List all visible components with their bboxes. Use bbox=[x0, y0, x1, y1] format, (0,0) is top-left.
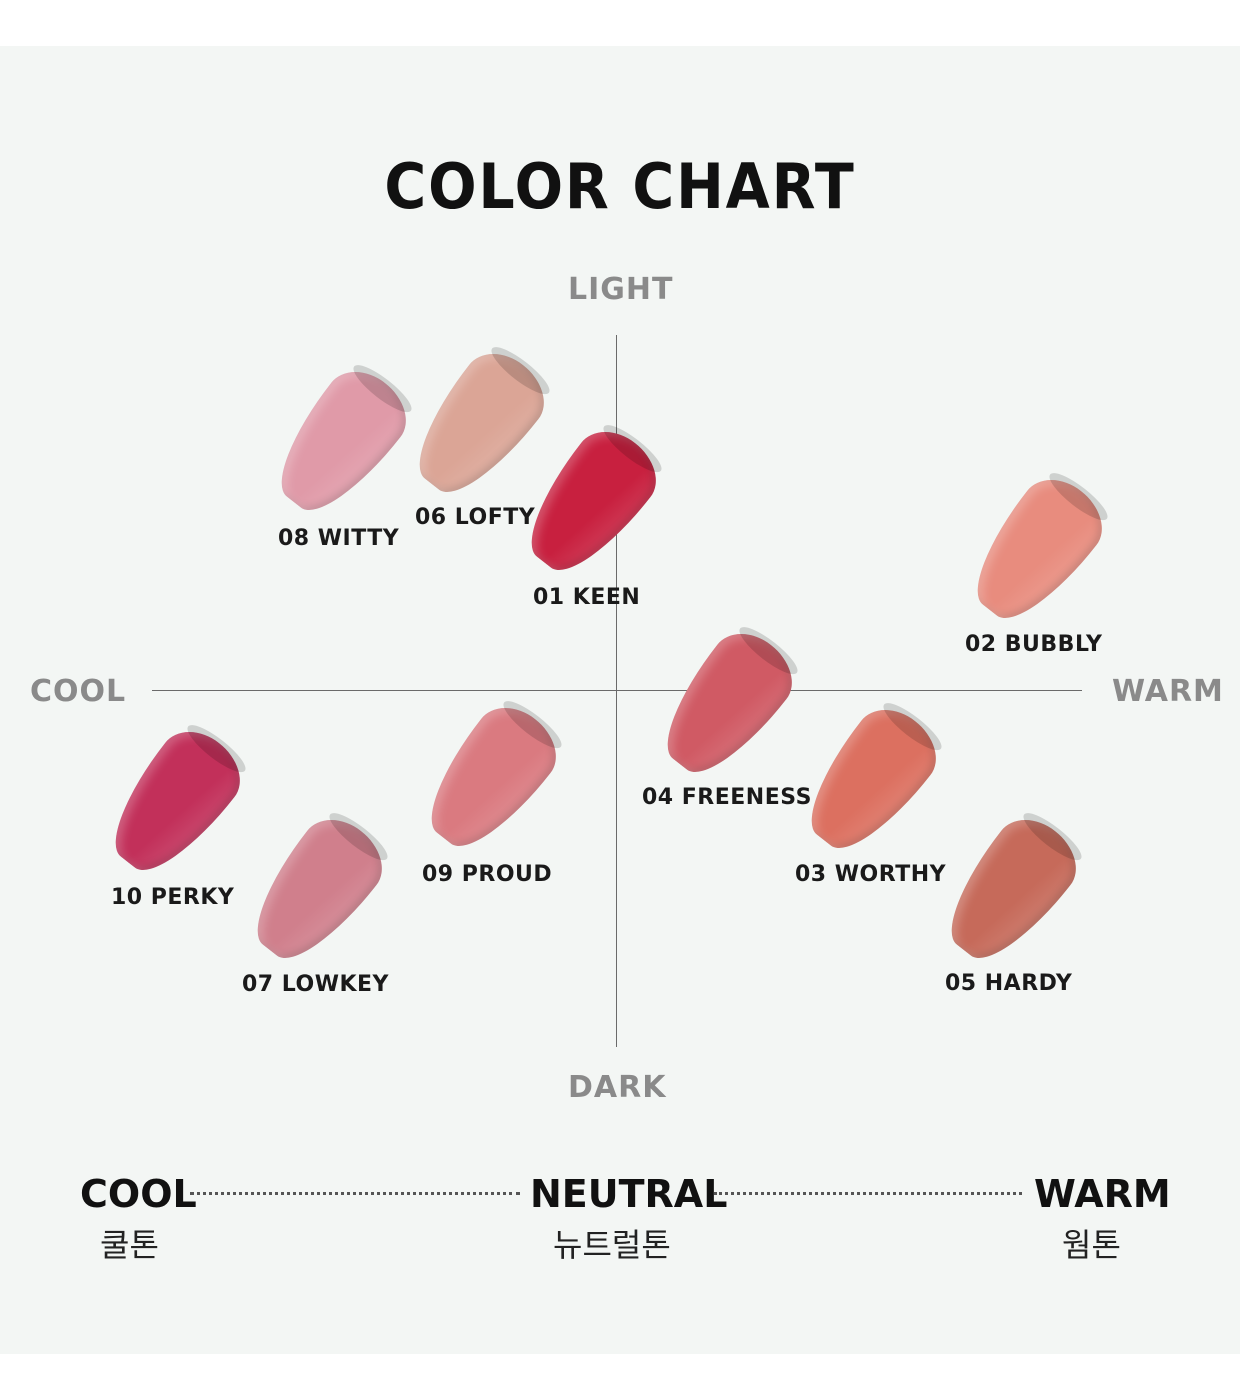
vertical-axis bbox=[616, 335, 617, 1047]
scale-neutral: NEUTRAL bbox=[530, 1172, 728, 1216]
scale-warm-kr: 웜톤 bbox=[1062, 1226, 1121, 1264]
page-title: COLOR CHART bbox=[384, 150, 856, 223]
chart-panel bbox=[0, 46, 1240, 1354]
scale-warm: WARM bbox=[1034, 1172, 1171, 1216]
axis-label-dark: DARK bbox=[568, 1070, 667, 1105]
swatch-label: 01 KEEN bbox=[533, 585, 641, 610]
swatch-label: 07 LOWKEY bbox=[242, 972, 389, 997]
dotted-line-right bbox=[714, 1192, 1022, 1195]
swatch-label: 10 PERKY bbox=[111, 885, 235, 910]
horizontal-axis bbox=[152, 690, 1082, 691]
dotted-line-left bbox=[190, 1192, 520, 1195]
swatch-label: 04 FREENESS bbox=[642, 785, 812, 810]
scale-cool: COOL bbox=[80, 1172, 197, 1216]
swatch-label: 05 HARDY bbox=[945, 971, 1073, 996]
scale-neutral-kr: 뉴트럴톤 bbox=[553, 1226, 671, 1264]
axis-label-light: LIGHT bbox=[568, 272, 674, 307]
axis-label-cool: COOL bbox=[30, 674, 127, 709]
scale-cool-kr: 쿨톤 bbox=[100, 1226, 159, 1264]
axis-label-warm: WARM bbox=[1112, 674, 1224, 709]
swatch-label: 02 BUBBLY bbox=[965, 632, 1103, 657]
swatch-label: 03 WORTHY bbox=[795, 862, 947, 887]
swatch-label: 09 PROUD bbox=[422, 862, 553, 887]
swatch-label: 06 LOFTY bbox=[415, 505, 536, 530]
swatch-label: 08 WITTY bbox=[278, 526, 400, 551]
